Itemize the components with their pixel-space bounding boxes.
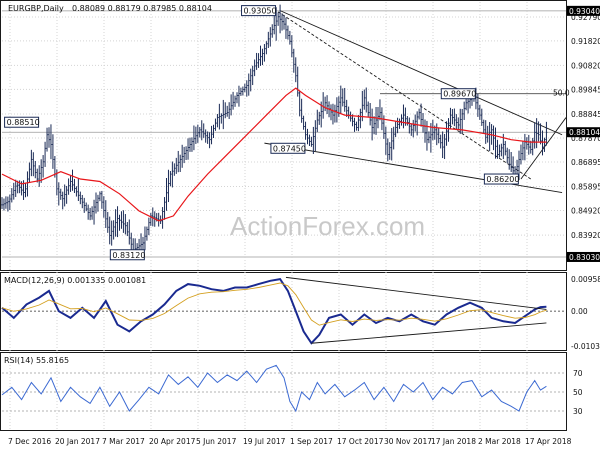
rsi-layer bbox=[1, 364, 547, 413]
price-tick-label: 0.84920 bbox=[571, 206, 600, 215]
price-level-label: 0.93040 bbox=[569, 7, 600, 16]
date-tick-label: 20 Jan 2017 bbox=[55, 437, 100, 446]
price-tick-label: 0.91820 bbox=[571, 37, 600, 46]
watermark-layer: ActionForex.com bbox=[230, 211, 425, 241]
macd-trendline bbox=[311, 322, 547, 344]
macd-tick-label: 0.00958 bbox=[571, 275, 600, 284]
date-tick-label: 19 Jul 2017 bbox=[243, 437, 286, 446]
price-header-symbol: EURGBP,Daily bbox=[8, 4, 64, 13]
annotation-label: 0.87450 bbox=[273, 144, 306, 153]
rsi-tick-label: 50 bbox=[573, 388, 583, 397]
macd-tick-label: 0.00 bbox=[571, 307, 588, 316]
trendline-upper bbox=[279, 10, 563, 136]
price-tick-label: 0.83920 bbox=[571, 231, 600, 240]
annotation-label: 0.93050 bbox=[244, 7, 277, 16]
macd-signal-line bbox=[1, 282, 547, 326]
price-header-values: 0.88089 0.88179 0.87985 0.88104 bbox=[72, 4, 212, 13]
annotation-box bbox=[483, 173, 519, 185]
rsi-tick-label: 30 bbox=[573, 407, 583, 416]
date-tick-label: 17 Jan 2018 bbox=[431, 437, 476, 446]
price-pane bbox=[0, 0, 567, 271]
date-tick-label: 30 Nov 2017 bbox=[384, 437, 432, 446]
annotation-label: 0.83120 bbox=[112, 251, 145, 260]
annotation-label: 0.88510 bbox=[7, 118, 40, 127]
price-tick-label: 0.92790 bbox=[571, 13, 600, 22]
price-tick-label: 0.88845 bbox=[571, 110, 600, 119]
annotation-box bbox=[241, 5, 277, 17]
date-tick-label: 17 Oct 2017 bbox=[337, 437, 384, 446]
price-level-label: 0.88104 bbox=[569, 128, 600, 137]
axis-layer: 0.92790 0.91820 0.90820 0.89845 0.88845 0.878… bbox=[8, 5, 600, 446]
annotation-label: 0.89670 bbox=[443, 90, 476, 99]
date-tick-label: 5 Jun 2017 bbox=[196, 437, 237, 446]
trendline-rising bbox=[520, 117, 567, 180]
annotation-box bbox=[4, 116, 40, 128]
annotation-box bbox=[270, 142, 306, 154]
rsi-line bbox=[1, 364, 547, 413]
macd-header: MACD(12,26,9) 0.001335 0.001081 bbox=[4, 276, 146, 285]
date-tick-label: 7 Dec 2016 bbox=[8, 437, 51, 446]
price-layer bbox=[1, 4, 548, 257]
price-level-tag bbox=[567, 5, 600, 16]
price-tick-label: 0.85895 bbox=[571, 183, 600, 192]
rsi-tick-label: 70 bbox=[573, 369, 583, 378]
price-tick-label: 0.87870 bbox=[571, 134, 600, 143]
ma-layer bbox=[1, 87, 547, 222]
date-tick-label: 1 Sep 2017 bbox=[290, 437, 333, 446]
fib-level-label: 50.0 bbox=[553, 89, 570, 98]
date-tick-label: 17 Apr 2018 bbox=[525, 437, 572, 446]
trendline-dashed bbox=[277, 11, 531, 180]
price-level-label: 0.83030 bbox=[569, 253, 600, 262]
date-tick-label: 20 Apr 2017 bbox=[149, 437, 196, 446]
price-tick-label: 0.86895 bbox=[571, 158, 600, 167]
annotation-layer: 0.93050 0.88510 0.87450 0.89670 0.86200 0.831… bbox=[4, 5, 519, 261]
watermark-text: ActionForex.com bbox=[230, 211, 425, 241]
ma-line bbox=[1, 87, 547, 222]
rsi-header: RSI(14) 55.8165 bbox=[4, 356, 69, 365]
macd-tick-label: -0.01036 bbox=[571, 342, 600, 351]
rsi-pane bbox=[0, 352, 567, 431]
annotation-box bbox=[109, 249, 145, 261]
price-tick-label: 0.90820 bbox=[571, 61, 600, 70]
price-level-tag bbox=[567, 127, 600, 138]
macd-main-line bbox=[1, 278, 547, 345]
date-tick-label: 2 Mar 2018 bbox=[478, 437, 521, 446]
price-tick-label: 0.89845 bbox=[571, 85, 600, 94]
macd-trendline bbox=[285, 276, 547, 310]
date-tick-label: 7 Mar 2017 bbox=[102, 437, 145, 446]
price-level-tag bbox=[567, 251, 600, 262]
annotation-label: 0.86200 bbox=[486, 175, 519, 184]
annotation-box bbox=[440, 88, 476, 100]
macd-layer bbox=[1, 276, 547, 345]
